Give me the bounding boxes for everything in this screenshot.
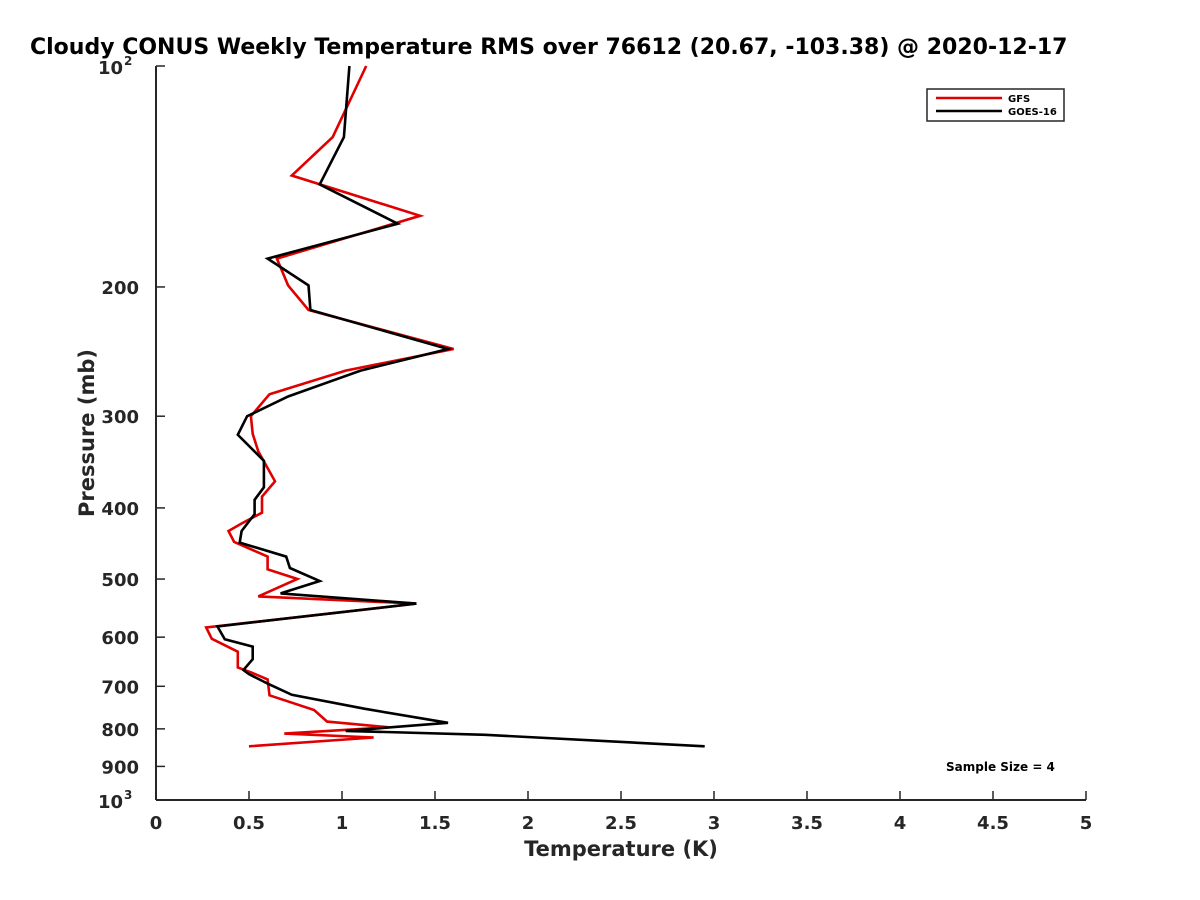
y-tick-label: 900 (101, 757, 139, 778)
x-axis-label: Temperature (K) (524, 837, 718, 861)
legend-box (926, 88, 1065, 122)
sample-size-annotation: Sample Size = 4 (946, 760, 1055, 774)
y-tick-exponent: 2 (124, 54, 132, 68)
y-tick-label: 10 (98, 792, 123, 813)
x-tick-label: 5 (1080, 813, 1093, 834)
legend-label: GFS (1008, 94, 1030, 105)
x-tick-label: 4.5 (977, 813, 1009, 834)
y-tick-label: 700 (101, 677, 139, 698)
series-line-gfs (204, 65, 454, 748)
y-axis-label: Pressure (mb) (75, 349, 99, 517)
y-tick-label: 800 (101, 720, 139, 741)
x-tick-label: 2.5 (605, 813, 637, 834)
legend: GFS GOES-16 (926, 88, 1065, 122)
x-tick-label: 0 (150, 813, 163, 834)
y-tick-label: 200 (101, 278, 139, 299)
x-tick-label: 4 (894, 813, 907, 834)
y-tick-label: 300 (101, 407, 139, 428)
x-tick-label: 1.5 (419, 813, 451, 834)
x-tick-label: 1 (336, 813, 349, 834)
legend-label: GOES-16 (1008, 107, 1057, 118)
x-tick-label: 3 (708, 813, 721, 834)
y-tick-label: 600 (101, 628, 139, 649)
y-tick-label: 500 (101, 570, 139, 591)
y-tick-exponent: 3 (124, 788, 132, 802)
x-tick-label: 2 (522, 813, 535, 834)
chart-title: Cloudy CONUS Weekly Temperature RMS over… (30, 35, 1067, 60)
x-tick-label: 0.5 (233, 813, 265, 834)
x-tick-label: 3.5 (791, 813, 823, 834)
series-layer (204, 65, 705, 748)
series-line-goes-16 (215, 65, 705, 748)
x-ticks: 0 0.5 1 1.5 2 2.5 3 3.5 4 4.5 5 (150, 791, 1093, 834)
y-tick-label: 400 (101, 499, 139, 520)
y-tick-label: 10 (98, 58, 123, 79)
